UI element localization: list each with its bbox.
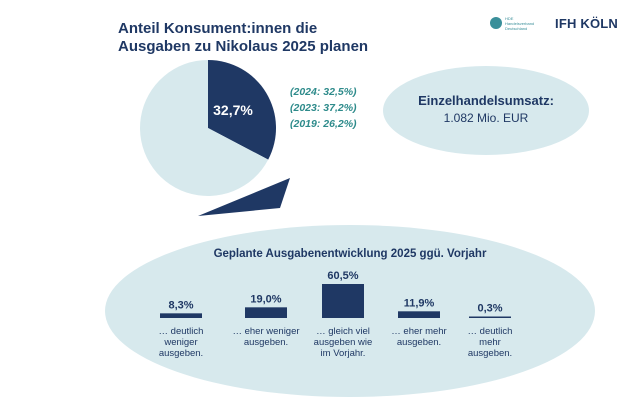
sales-value: 1.082 Mio. EUR <box>443 111 529 125</box>
bar-category-label-4: … deutlich mehr ausgeben. <box>467 326 513 359</box>
previous-year-2023: (2023: 37,2%) <box>290 102 357 114</box>
sales-ellipse <box>383 66 589 155</box>
pie-slice-0 <box>208 60 276 160</box>
bar-4 <box>469 316 511 318</box>
projection-wedge <box>198 178 290 216</box>
bar-value-label-0: 8,3% <box>168 299 193 311</box>
bar-0 <box>160 313 202 318</box>
ifh-logo: IFH KÖLN <box>555 15 618 31</box>
bar-chart-title: Geplante Ausgabenentwicklung 2025 ggü. V… <box>213 248 487 260</box>
hde-logo: HDE Handelsverband Deutschland <box>490 16 543 31</box>
logo-bar: HDE Handelsverband Deutschland IFH KÖLN <box>490 12 618 34</box>
sales-label: Einzelhandelsumsatz: <box>418 93 554 108</box>
bar-value-label-1: 19,0% <box>250 293 281 305</box>
bar-3 <box>398 311 440 318</box>
previous-year-2024: (2024: 32,5%) <box>290 86 357 98</box>
bar-category-label-3: … eher mehr ausgeben. <box>391 326 447 348</box>
hde-logo-text: HDE Handelsverband Deutschland <box>505 15 535 31</box>
pie-slice-label: 32,7% <box>213 102 253 118</box>
bar-2 <box>322 284 364 318</box>
bar-value-label-4: 0,3% <box>477 303 502 315</box>
bar-value-label-3: 11,9% <box>404 297 435 309</box>
hde-logo-mark <box>490 17 503 29</box>
bar-1 <box>245 307 287 318</box>
pie-slice-1 <box>140 60 269 196</box>
bar-value-label-2: 60,5% <box>327 270 358 282</box>
bar-category-label-1: … eher weniger ausgeben. <box>232 326 300 348</box>
bar-category-label-2: … gleich viel ausgeben wie im Vorjahr. <box>313 326 373 359</box>
bar-category-label-0: … deutlich weniger ausgeben. <box>158 326 204 359</box>
previous-year-2019: (2019: 26,2%) <box>290 118 357 130</box>
chart-title: Anteil Konsument:innen die Ausgaben zu N… <box>118 20 369 55</box>
